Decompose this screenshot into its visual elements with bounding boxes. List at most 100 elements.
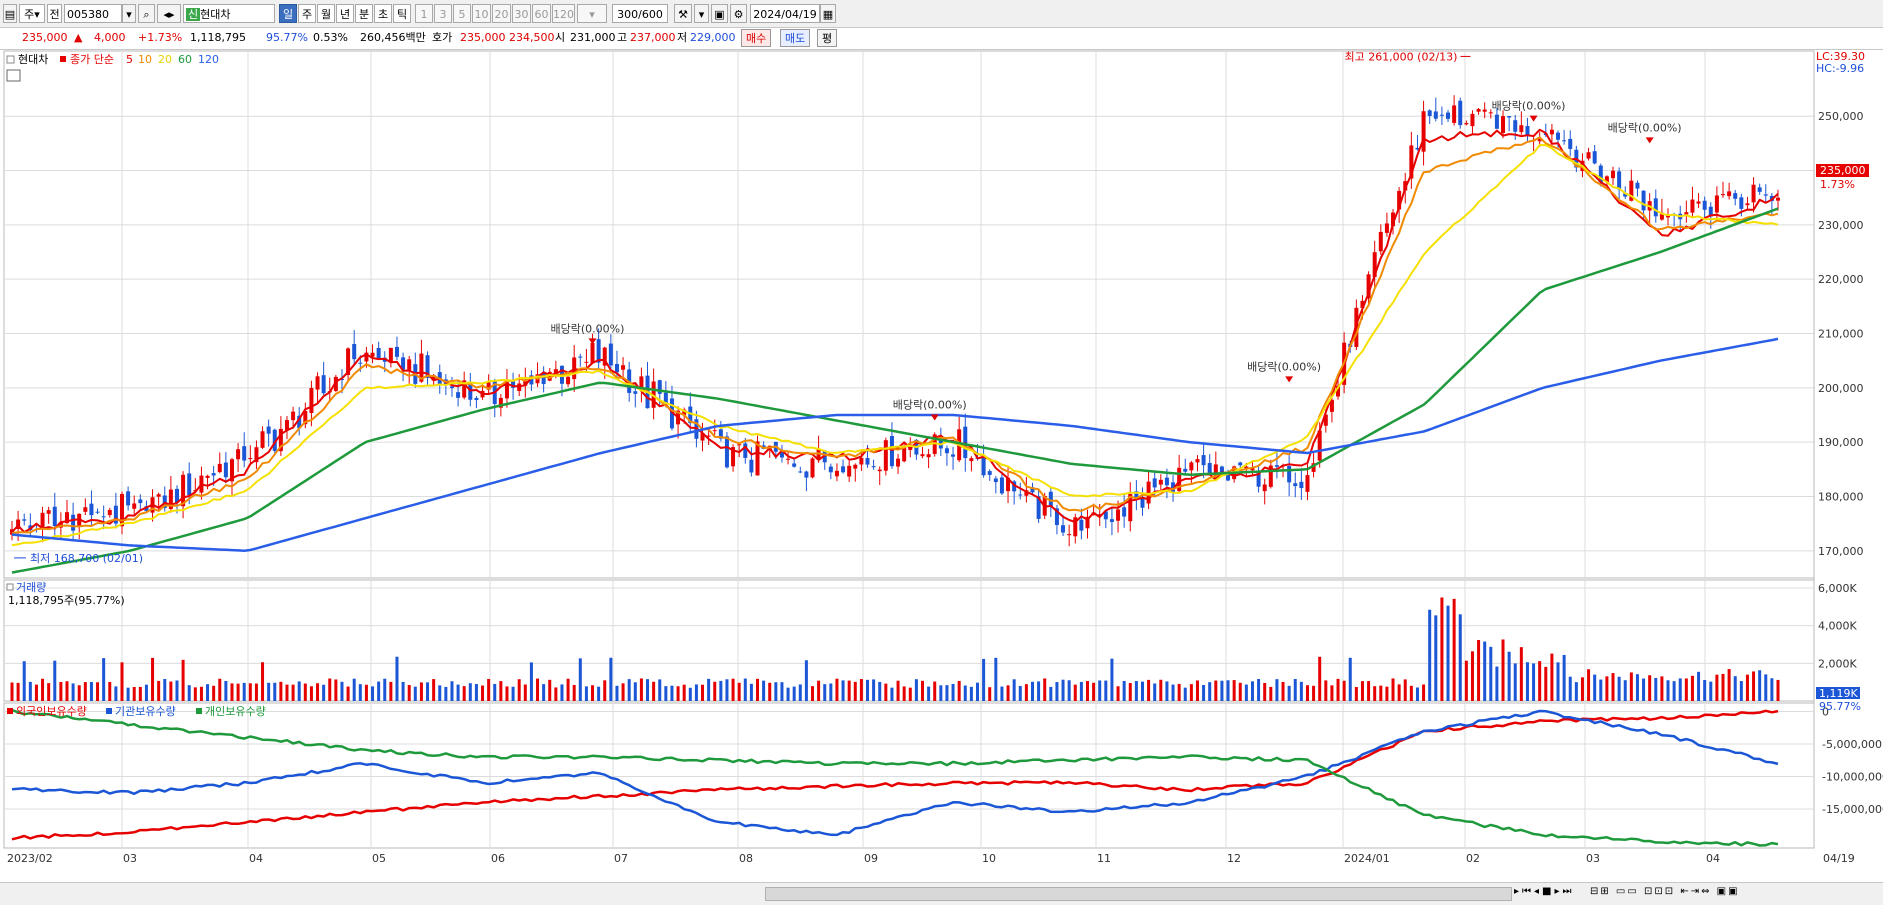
volume-bar bbox=[1587, 669, 1591, 701]
prev-next-icon[interactable]: ◂▸ bbox=[157, 4, 181, 23]
interval-1[interactable]: 1 bbox=[415, 4, 433, 23]
volume-bar bbox=[1684, 678, 1688, 701]
quote-price: 235,000 bbox=[22, 31, 68, 44]
market-select[interactable]: 주▾ bbox=[19, 4, 45, 23]
candle-body bbox=[364, 352, 369, 362]
period-year[interactable]: 년 bbox=[336, 4, 354, 23]
quote-row: 235,000 ▲ 4,000 +1.73% 1,118,795 95.77% … bbox=[0, 28, 1883, 50]
type-select[interactable]: 전 bbox=[47, 4, 62, 23]
volume-bar bbox=[597, 686, 601, 701]
volume-bar bbox=[1092, 682, 1096, 701]
interval-60[interactable]: 60 bbox=[532, 4, 551, 23]
candle-body bbox=[608, 343, 613, 366]
stock-chart[interactable]: 170,000 180,000 190,000 200,000 210,000 220,0… bbox=[0, 49, 1883, 882]
credit-badge: 신 bbox=[186, 8, 201, 21]
period-month[interactable]: 월 bbox=[317, 4, 335, 23]
volume-bar bbox=[1733, 676, 1737, 701]
stock-name-field[interactable]: 신 현대차 bbox=[183, 4, 275, 23]
search-icon[interactable]: ⌕ bbox=[138, 4, 155, 23]
interval-120[interactable]: 120 bbox=[552, 4, 575, 23]
period-week[interactable]: 주 bbox=[298, 4, 316, 23]
zoom-icons[interactable]: ⊟⊞ ▭▭ ⊡⊡⊡ ⇤⇥⇔ ▣▣ bbox=[1590, 886, 1740, 897]
interval-custom[interactable]: ▾ bbox=[577, 4, 607, 23]
interval-10-label: 10 bbox=[474, 8, 489, 21]
candle-body bbox=[1268, 465, 1273, 487]
candle-body bbox=[834, 470, 839, 477]
candle-body bbox=[156, 494, 161, 497]
volume-bar bbox=[65, 681, 69, 701]
ma-line-60 bbox=[11, 207, 1779, 574]
candle-body bbox=[83, 507, 88, 512]
interval-20[interactable]: 20 bbox=[492, 4, 511, 23]
volume-bar bbox=[536, 678, 540, 701]
volume-bar bbox=[499, 681, 503, 701]
volume-bar bbox=[1208, 682, 1212, 701]
gear-icon[interactable]: ⚙ bbox=[730, 4, 747, 23]
menu-icon[interactable]: ▤ bbox=[3, 4, 17, 23]
volume-bar bbox=[1758, 670, 1762, 701]
pane-collapse-icon[interactable] bbox=[6, 55, 15, 64]
period-tick[interactable]: 틱 bbox=[393, 4, 411, 23]
candle-body bbox=[779, 452, 784, 458]
sell-button[interactable]: 매도 bbox=[780, 29, 811, 47]
interval-5[interactable]: 5 bbox=[453, 4, 471, 23]
period-day[interactable]: 일 bbox=[279, 4, 297, 23]
volume-bar bbox=[199, 686, 203, 701]
volume-bar bbox=[1305, 685, 1309, 701]
candle-body bbox=[999, 477, 1004, 494]
holding-pane-frame bbox=[3, 702, 1815, 849]
interval-3[interactable]: 3 bbox=[434, 4, 452, 23]
candle-body bbox=[1195, 459, 1200, 463]
candle-body bbox=[1727, 191, 1732, 197]
bottom-scrollbar[interactable]: ▸⏮◂■▸⏭ ⊟⊞ ▭▭ ⊡⊡⊡ ⇤⇥⇔ ▣▣ bbox=[0, 882, 1883, 905]
volume-bar bbox=[1122, 681, 1126, 701]
candle-body bbox=[1635, 182, 1640, 189]
vol-pane-icon[interactable] bbox=[6, 583, 14, 591]
quote-volume: 1,118,795 bbox=[190, 31, 246, 44]
candle-body bbox=[1274, 465, 1279, 467]
save-icon[interactable]: ▣ bbox=[711, 4, 728, 23]
scroll-nav-icons[interactable]: ▸⏮◂■▸⏭ bbox=[1514, 886, 1575, 897]
candle-body bbox=[663, 392, 668, 404]
volume-bar bbox=[364, 684, 368, 701]
volume-bar bbox=[566, 678, 570, 701]
code-input-value: 005380 bbox=[67, 8, 109, 21]
code-dropdown-icon[interactable]: ▾ bbox=[122, 4, 136, 23]
scroll-thumb[interactable] bbox=[765, 887, 1512, 901]
volume-bar bbox=[1678, 678, 1682, 701]
count-field[interactable]: 300/600 bbox=[612, 4, 668, 23]
candle-body bbox=[1708, 206, 1713, 217]
eval-button[interactable]: 평 bbox=[817, 29, 838, 47]
volume-bar bbox=[413, 686, 417, 701]
code-input[interactable]: 005380 bbox=[64, 4, 122, 23]
period-tick-label: 틱 bbox=[396, 8, 408, 21]
candle-body bbox=[1568, 138, 1573, 149]
volume-bar bbox=[1654, 677, 1658, 701]
tool-icon[interactable]: ⚒ bbox=[674, 4, 692, 23]
price-pane-frame bbox=[3, 50, 1815, 579]
volume-bar bbox=[1085, 681, 1089, 701]
date-value: 2024/04/19 bbox=[753, 8, 817, 21]
candle-body bbox=[132, 503, 137, 509]
period-second[interactable]: 초 bbox=[374, 4, 392, 23]
candle-body bbox=[883, 440, 888, 471]
candle-body bbox=[101, 516, 106, 518]
candle-body bbox=[847, 465, 852, 477]
candle-body bbox=[236, 449, 241, 460]
volume-bar bbox=[47, 683, 51, 701]
date-field[interactable]: 2024/04/19 bbox=[750, 4, 820, 23]
filter-icon[interactable]: ▾ bbox=[694, 4, 709, 23]
volume-bar bbox=[1428, 609, 1432, 701]
buy-button[interactable]: 매수 bbox=[741, 29, 772, 47]
interval-30[interactable]: 30 bbox=[512, 4, 531, 23]
candle-body bbox=[602, 347, 607, 366]
price-tick-label: 190,000 bbox=[1818, 436, 1864, 449]
interval-10[interactable]: 10 bbox=[472, 4, 491, 23]
period-minute[interactable]: 분 bbox=[355, 4, 373, 23]
volume-bar bbox=[1727, 669, 1731, 701]
volume-bar bbox=[1024, 684, 1028, 701]
calendar-icon[interactable]: ▦ bbox=[820, 4, 836, 23]
quote-ask: 235,000 bbox=[460, 31, 506, 44]
grid-toggle-icon[interactable] bbox=[6, 69, 21, 82]
candle-body bbox=[1329, 399, 1334, 412]
